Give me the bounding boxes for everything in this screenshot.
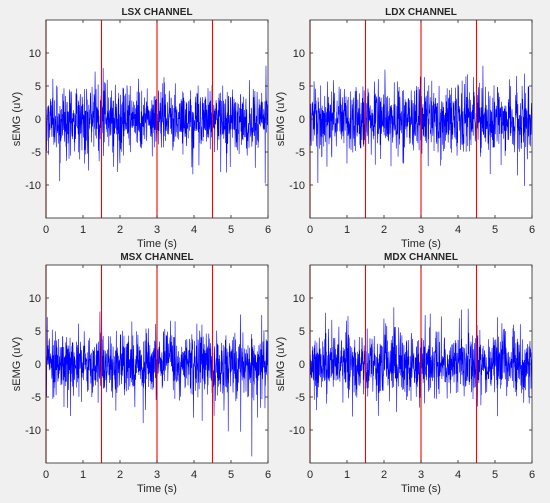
x-tick-label: 4 bbox=[191, 469, 197, 481]
y-tick-label: 5 bbox=[299, 81, 305, 93]
subplot-4: 0 1 2 3 4 5 6 -10 -5 0 5 10 MDX CHANNEL Time (s) sEMG … bbox=[275, 252, 535, 495]
x-tick-label: 2 bbox=[381, 469, 387, 481]
y-tick-label: 10 bbox=[293, 293, 305, 305]
y-axis-label: sEMG (uV) bbox=[275, 92, 287, 146]
y-axis-label: sEMG (uV) bbox=[11, 92, 23, 146]
x-axis-label: Time (s) bbox=[137, 238, 177, 250]
y-tick-label: 0 bbox=[35, 359, 41, 371]
x-tick-label: 2 bbox=[381, 224, 387, 236]
chart-title: LSX CHANNEL bbox=[121, 7, 192, 18]
x-tick-label: 1 bbox=[80, 469, 86, 481]
x-tick-label: 5 bbox=[228, 469, 234, 481]
subplot-2: 0 1 2 3 4 5 6 -10 -5 0 5 10 LDX CHANNEL Time (s) sEMG … bbox=[275, 7, 535, 250]
x-axis-label: Time (s) bbox=[137, 483, 177, 495]
y-tick-label: 0 bbox=[299, 114, 305, 126]
y-tick-label: 0 bbox=[35, 114, 41, 126]
x-tick-label: 0 bbox=[307, 469, 313, 481]
x-tick-label: 3 bbox=[418, 224, 424, 236]
y-tick-label: -5 bbox=[31, 147, 41, 159]
x-tick-label: 0 bbox=[307, 224, 313, 236]
x-tick-label: 0 bbox=[43, 224, 49, 236]
x-tick-label: 5 bbox=[492, 224, 498, 236]
y-tick-label: 5 bbox=[35, 81, 41, 93]
x-tick-label: 2 bbox=[117, 469, 123, 481]
x-tick-label: 3 bbox=[154, 469, 160, 481]
x-tick-label: 0 bbox=[43, 469, 49, 481]
x-tick-label: 1 bbox=[80, 224, 86, 236]
x-tick-label: 2 bbox=[117, 224, 123, 236]
x-tick-label: 3 bbox=[418, 469, 424, 481]
x-tick-label: 3 bbox=[154, 224, 160, 236]
y-tick-label: -10 bbox=[25, 425, 41, 437]
x-tick-label: 6 bbox=[265, 224, 271, 236]
x-tick-label: 5 bbox=[492, 469, 498, 481]
x-tick-label: 1 bbox=[344, 469, 350, 481]
x-tick-label: 6 bbox=[265, 469, 271, 481]
y-tick-label: -10 bbox=[25, 180, 41, 192]
y-tick-label: -5 bbox=[31, 392, 41, 404]
y-tick-label: 10 bbox=[29, 293, 41, 305]
chart-title: MSX CHANNEL bbox=[120, 252, 193, 263]
y-tick-label: -5 bbox=[295, 392, 305, 404]
x-tick-label: 4 bbox=[455, 469, 461, 481]
subplot-3: 0 1 2 3 4 5 6 -10 -5 0 5 10 MSX CHANNEL Time (s) sEMG … bbox=[11, 252, 271, 495]
x-tick-label: 1 bbox=[344, 224, 350, 236]
y-tick-label: 10 bbox=[293, 48, 305, 60]
x-axis-label: Time (s) bbox=[401, 238, 441, 250]
y-tick-label: 10 bbox=[29, 48, 41, 60]
x-tick-label: 5 bbox=[228, 224, 234, 236]
x-tick-label: 6 bbox=[529, 469, 535, 481]
y-tick-label: 5 bbox=[299, 326, 305, 338]
x-tick-label: 4 bbox=[191, 224, 197, 236]
chart-title: MDX CHANNEL bbox=[384, 252, 458, 263]
y-axis-label: sEMG (uV) bbox=[275, 337, 287, 391]
subplot-1: 0 1 2 3 4 5 6 -10 -5 0 5 10 LSX CHANNEL Time (s) sEMG … bbox=[11, 7, 271, 250]
x-tick-label: 4 bbox=[455, 224, 461, 236]
y-axis-label: sEMG (uV) bbox=[11, 337, 23, 391]
chart-title: LDX CHANNEL bbox=[385, 7, 457, 18]
y-tick-label: -10 bbox=[289, 180, 305, 192]
y-tick-label: 0 bbox=[299, 359, 305, 371]
y-tick-label: 5 bbox=[35, 326, 41, 338]
y-tick-label: -5 bbox=[295, 147, 305, 159]
x-axis-label: Time (s) bbox=[401, 483, 441, 495]
x-tick-label: 6 bbox=[529, 224, 535, 236]
y-tick-label: -10 bbox=[289, 425, 305, 437]
